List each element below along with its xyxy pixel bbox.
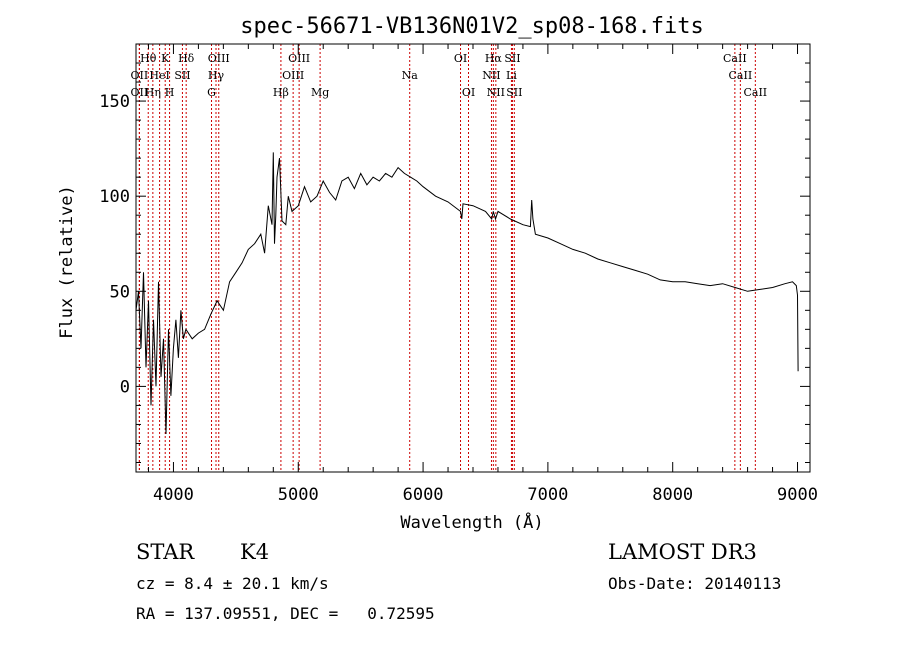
line-label-10: OIII xyxy=(208,52,230,65)
coordinates: RA = 137.09551, DEC = 0.72595 xyxy=(136,604,435,623)
line-label-7: SII xyxy=(174,69,190,82)
line-label-23: Li xyxy=(506,69,517,82)
line-label-15: Mg xyxy=(311,86,329,99)
flux-series-line xyxy=(135,152,799,435)
y-tick-label-3: 150 xyxy=(99,92,130,112)
survey-name: LAMOST DR3 xyxy=(608,540,757,564)
line-label-19: Hα xyxy=(485,52,503,65)
line-label-9: G xyxy=(207,86,216,99)
line-label-0: Hθ xyxy=(140,52,157,65)
plot-frame xyxy=(135,43,811,473)
y-tick-label-0: 0 xyxy=(120,377,130,397)
object-subclass: K4 xyxy=(240,540,270,564)
x-tick-label-4: 8000 xyxy=(652,485,693,505)
x-tick-label-1: 5000 xyxy=(278,485,319,505)
line-label-2: OII xyxy=(131,86,149,99)
observation-date: Obs-Date: 20140113 xyxy=(608,574,782,593)
line-label-4: HeI xyxy=(149,69,169,82)
chart-title: spec-56671-VB136N01V2_sp08-168.fits xyxy=(240,14,704,39)
x-tick-label-5: 9000 xyxy=(777,485,818,505)
line-label-22: SII xyxy=(504,52,520,65)
line-label-3: Hη xyxy=(145,86,161,99)
line-label-8: Hδ xyxy=(178,52,195,65)
line-label-27: CaII xyxy=(743,86,767,99)
object-class: STAR xyxy=(136,540,195,564)
line-label-16: Na xyxy=(402,69,419,82)
axis-tick-labels: 4000 5000 6000 7000 8000 9000 0 50 100 150 xyxy=(99,92,818,505)
line-label-11: Hγ xyxy=(208,69,225,82)
line-label-20: NII xyxy=(482,69,500,82)
x-tick-label-2: 6000 xyxy=(403,485,444,505)
redshift-velocity: cz = 8.4 ± 20.1 km/s xyxy=(136,574,329,593)
line-label-14: OIII xyxy=(282,69,304,82)
line-label-5: K xyxy=(161,52,170,65)
spectral-line-labels: HθOIIOIIHηHeIKHSIIHδGOIIIHγHβOIIIOIIIMgN… xyxy=(131,52,768,99)
line-label-17: OI xyxy=(454,52,467,65)
line-label-13: OIII xyxy=(288,52,310,65)
line-label-1: OII xyxy=(131,69,149,82)
x-axis-label: Wavelength (Å) xyxy=(400,511,543,533)
axis-ticks xyxy=(136,43,810,472)
y-tick-label-2: 100 xyxy=(99,187,130,207)
line-label-25: CaII xyxy=(723,52,747,65)
spectral-line-markers xyxy=(138,44,756,472)
y-tick-label-1: 50 xyxy=(110,282,130,302)
line-label-6: H xyxy=(165,86,175,99)
y-axis-label: Flux (relative) xyxy=(57,185,77,339)
x-tick-label-3: 7000 xyxy=(527,485,568,505)
line-label-24: SII xyxy=(506,86,522,99)
x-tick-label-0: 4000 xyxy=(153,485,194,505)
line-label-18: OI xyxy=(462,86,475,99)
line-label-12: Hβ xyxy=(273,86,289,99)
line-label-26: CaII xyxy=(729,69,753,82)
line-label-21: NII xyxy=(487,86,505,99)
